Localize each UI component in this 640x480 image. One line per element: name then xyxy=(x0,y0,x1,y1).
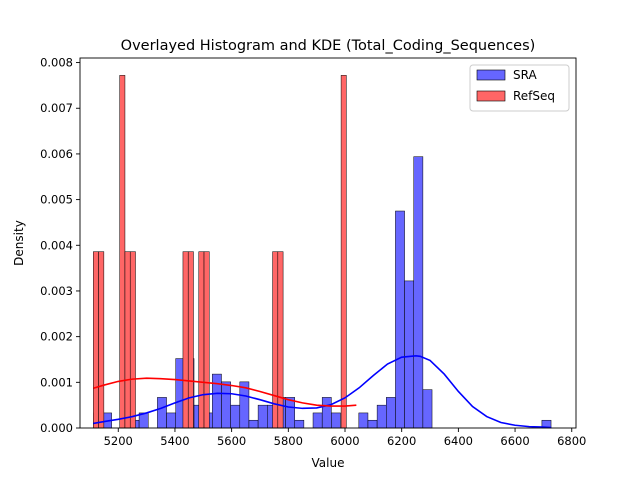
y-tick-label: 0.006 xyxy=(40,147,73,161)
x-tick-label: 5600 xyxy=(217,434,246,448)
y-tick-label: 0.004 xyxy=(40,238,73,252)
sra-kde-line xyxy=(93,355,552,429)
chart-title: Overlayed Histogram and KDE (Total_Codin… xyxy=(121,38,536,54)
sra-bar xyxy=(386,397,396,429)
legend-refseq-swatch xyxy=(476,90,506,102)
x-tick-label: 6200 xyxy=(387,434,416,448)
x-tick-label: 6600 xyxy=(500,434,529,448)
refseq-bar xyxy=(129,251,136,429)
sra-bar xyxy=(166,412,176,429)
y-tick-label: 0.000 xyxy=(40,421,73,435)
x-tick-label: 5800 xyxy=(274,434,303,448)
sra-bar xyxy=(312,412,323,429)
sra-bar xyxy=(331,412,341,429)
refseq-bar xyxy=(340,75,347,429)
sra-bar xyxy=(285,397,295,429)
refseq-bar xyxy=(187,251,194,429)
sra-bar xyxy=(422,389,433,429)
y-tick-label: 0.008 xyxy=(40,56,73,70)
y-tick-label: 0.003 xyxy=(40,284,73,298)
refseq-bar xyxy=(93,251,99,429)
sra-bar xyxy=(413,156,424,429)
y-tick-label: 0.002 xyxy=(40,330,73,344)
sra-bar xyxy=(376,404,387,429)
x-axis-label: Value xyxy=(312,456,345,470)
kde-lines xyxy=(93,355,552,429)
refseq-bar xyxy=(198,251,205,429)
sra-bar xyxy=(157,397,167,429)
x-tick-label: 6800 xyxy=(557,434,586,448)
refseq-bar xyxy=(182,251,189,429)
sra-bar xyxy=(230,404,241,429)
sra-bar xyxy=(395,210,405,429)
legend-refseq-label: RefSeq xyxy=(513,89,555,103)
sra-bar xyxy=(404,280,414,429)
refseq-bar xyxy=(277,251,284,429)
x-tick-label: 6000 xyxy=(330,434,359,448)
y-tick-label: 0.005 xyxy=(40,193,73,207)
legend: SRA RefSeq xyxy=(469,64,570,112)
sra-bar xyxy=(358,412,369,429)
legend-sra-swatch xyxy=(476,69,506,81)
y-axis: 0.000 0.001 0.002 0.003 0.004 0.005 0.006 0.007… xyxy=(40,56,80,435)
sra-bar xyxy=(248,419,259,429)
sra-bar xyxy=(257,404,268,429)
sra-bar xyxy=(294,419,305,429)
refseq-kde-line xyxy=(93,377,357,407)
y-tick-label: 0.007 xyxy=(40,101,73,115)
sra-bar xyxy=(212,373,222,429)
x-axis: 5200 5400 5600 5800 6000 6200 6400 6600 6800 xyxy=(104,428,586,448)
refseq-bar xyxy=(203,251,210,429)
plot-frame xyxy=(79,57,577,429)
legend-sra-label: SRA xyxy=(513,68,537,82)
refseq-bar xyxy=(98,251,105,429)
y-axis-label: Density xyxy=(12,220,26,266)
sra-bar xyxy=(367,419,378,429)
refseq-bar xyxy=(272,251,279,429)
x-tick-label: 5400 xyxy=(160,434,189,448)
sra-bar xyxy=(321,397,332,429)
x-tick-label: 5200 xyxy=(104,434,133,448)
refseq-bar xyxy=(124,251,131,429)
sra-bar xyxy=(221,381,231,429)
refseq-bar xyxy=(119,75,126,429)
x-tick-label: 6400 xyxy=(444,434,473,448)
y-tick-label: 0.001 xyxy=(40,375,73,389)
